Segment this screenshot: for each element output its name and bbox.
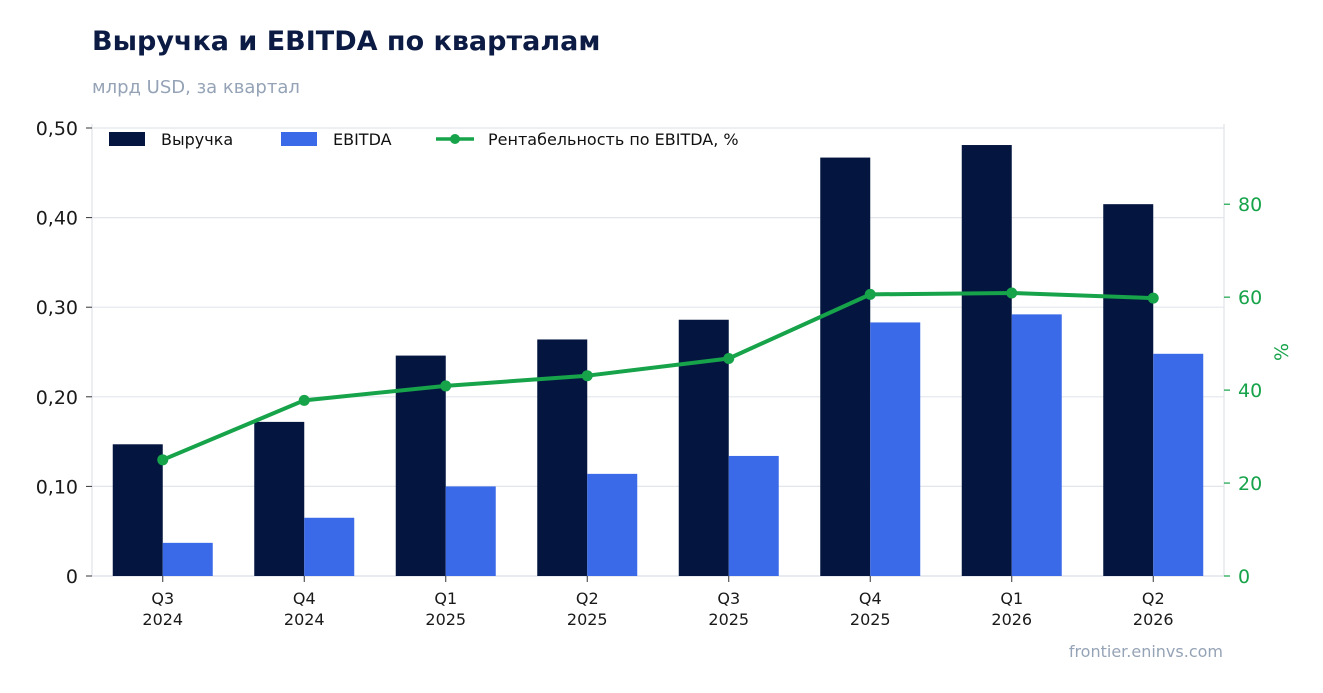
left-tick-label: 0,20: [36, 387, 78, 409]
x-tick-label-quarter: Q2: [576, 589, 599, 608]
chart-title: Выручка и EBITDA по кварталам: [92, 26, 601, 57]
ebitda-bar: [162, 542, 213, 576]
legend-swatch-margin-marker: [450, 134, 460, 144]
chart-subtitle: млрд USD, за квартал: [92, 77, 300, 98]
revenue-bar: [1103, 204, 1154, 576]
margin-point: [581, 370, 593, 382]
x-tick-label-quarter: Q3: [151, 589, 174, 608]
ebitda-bar: [1153, 353, 1204, 576]
left-axis-ticks: 0 0,10 0,20 0,30 0,40 0,50: [36, 118, 92, 588]
ebitda-bar: [445, 486, 496, 576]
margin-point: [1006, 287, 1018, 299]
revenue-bar: [395, 355, 446, 576]
legend-label-margin: Рентабельность по EBITDA, %: [488, 130, 739, 149]
x-tick-label-quarter: Q3: [717, 589, 740, 608]
margin-point: [723, 353, 735, 365]
ebitda-bar: [304, 517, 355, 576]
margin-point: [157, 454, 169, 466]
left-tick-label: 0,50: [36, 118, 78, 140]
legend-label-ebitda: EBITDA: [333, 130, 392, 149]
revenue-bar: [961, 145, 1012, 577]
right-tick-label: 80: [1238, 194, 1262, 216]
revenue-bar: [254, 421, 305, 576]
x-tick-label-year: 2026: [991, 610, 1032, 629]
x-tick-label-quarter: Q2: [1142, 589, 1165, 608]
x-tick-label-year: 2025: [850, 610, 891, 629]
right-tick-label: 40: [1238, 380, 1262, 402]
revenue-bar: [112, 444, 163, 576]
x-tick-label-quarter: Q1: [1000, 589, 1023, 608]
right-tick-label: 0: [1238, 566, 1250, 588]
margin-point: [1147, 292, 1159, 304]
revenue-bar: [820, 157, 871, 576]
source-footer: frontier.eninvs.com: [1068, 642, 1223, 661]
left-tick-label: 0,10: [36, 476, 78, 498]
right-tick-label: 60: [1238, 287, 1262, 309]
margin-point: [298, 394, 310, 406]
right-tick-label: 20: [1238, 473, 1262, 495]
margin-point: [440, 380, 452, 392]
ebitda-bar: [728, 455, 779, 576]
x-tick-label-year: 2025: [567, 610, 608, 629]
right-axis-ticks: 0 20 40 60 80: [1224, 194, 1262, 588]
x-tick-label-quarter: Q4: [859, 589, 882, 608]
margin-series-line: [160, 290, 1156, 462]
margin-line: [157, 287, 1159, 466]
x-axis-ticks: Q3 2024 Q4 2024 Q1 2025 Q2 2025 Q3 2025 Q4 2025 Q1 20…: [142, 576, 1174, 629]
legend-swatch-revenue: [109, 132, 145, 146]
x-tick-label-year: 2026: [1133, 610, 1174, 629]
ebitda-bar: [587, 473, 638, 576]
x-tick-label-quarter: Q4: [293, 589, 316, 608]
left-tick-label: 0: [66, 566, 78, 588]
x-tick-label-year: 2025: [708, 610, 749, 629]
x-tick-label-quarter: Q1: [434, 589, 457, 608]
legend-swatch-ebitda: [281, 132, 317, 146]
left-tick-label: 0,30: [36, 297, 78, 319]
x-tick-label-year: 2024: [142, 610, 183, 629]
x-tick-label-year: 2025: [425, 610, 466, 629]
ebitda-bar: [870, 322, 921, 576]
ebitda-bar: [1011, 314, 1062, 576]
legend: Выручка EBITDA Рентабельность по EBITDA, %: [109, 130, 739, 149]
margin-point: [864, 288, 876, 300]
bars: [112, 145, 1204, 577]
x-tick-label-year: 2024: [284, 610, 325, 629]
left-tick-label: 0,40: [36, 208, 78, 230]
legend-label-revenue: Выручка: [161, 130, 233, 149]
right-axis-label: %: [1271, 343, 1293, 361]
